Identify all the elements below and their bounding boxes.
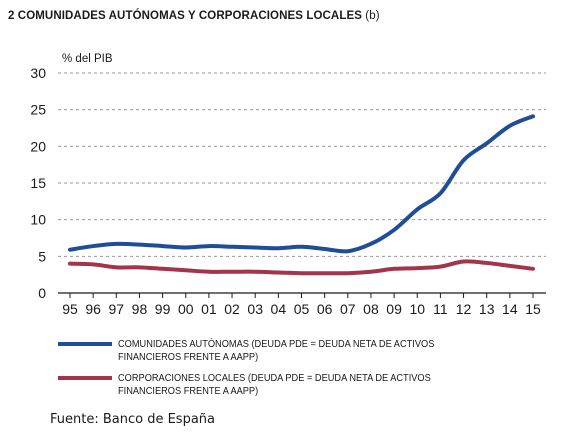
x-tick-label: 04 — [271, 301, 287, 317]
source-note: Fuente: Banco de España — [50, 412, 216, 427]
x-tick-label: 03 — [247, 301, 263, 317]
y-tick-label: 0 — [38, 285, 46, 301]
legend-item-comunidades: COMUNIDADES AUTÓNOMAS (DEUDA PDE = DEUDA… — [58, 338, 478, 364]
legend-swatch-corporaciones — [58, 376, 112, 380]
y-tick-label: 20 — [30, 138, 46, 154]
x-tick-label: 00 — [178, 301, 194, 317]
x-tick-label: 98 — [132, 301, 148, 317]
x-tick-label: 11 — [433, 301, 448, 317]
y-tick-label: 5 — [38, 248, 46, 264]
x-tick-label: 05 — [294, 301, 310, 317]
y-tick-label: 15 — [30, 175, 46, 191]
x-tick-label: 97 — [109, 301, 125, 317]
legend-item-corporaciones: CORPORACIONES LOCALES (DEUDA PDE = DEUDA… — [58, 372, 478, 398]
y-tick-label: 10 — [30, 212, 46, 228]
x-tick-label: 95 — [62, 301, 78, 317]
x-tick-label: 06 — [317, 301, 333, 317]
x-tick-label: 96 — [85, 301, 101, 317]
series-line-comunidades — [68, 114, 535, 254]
chart-title-text: 2 COMUNIDADES AUTÓNOMAS Y CORPORACIONES … — [8, 10, 362, 22]
y-tick-label: 25 — [30, 102, 46, 118]
x-tick-label: 07 — [340, 301, 356, 317]
x-tick-label: 01 — [201, 301, 217, 317]
y-tick-label: 30 — [30, 65, 46, 81]
x-tick-label: 02 — [224, 301, 240, 317]
x-tick-label: 99 — [155, 301, 171, 317]
legend-label-comunidades: COMUNIDADES AUTÓNOMAS (DEUDA PDE = DEUDA… — [118, 338, 435, 363]
x-tick-label: 08 — [363, 301, 379, 317]
legend-swatch-comunidades — [58, 342, 112, 346]
x-tick-label: 10 — [409, 301, 425, 317]
x-tick-label: 09 — [386, 301, 402, 317]
x-tick-label: 14 — [502, 301, 518, 317]
x-tick-label: 12 — [456, 301, 472, 317]
x-tick-label: 15 — [525, 301, 541, 317]
chart-title-suffix: (b) — [365, 10, 380, 22]
chart-title: 2 COMUNIDADES AUTÓNOMAS Y CORPORACIONES … — [8, 10, 380, 22]
y-axis-label: % del PIB — [62, 53, 113, 65]
x-tick-label: 13 — [479, 301, 495, 317]
series-line-corporaciones — [68, 259, 535, 276]
legend-label-corporaciones: CORPORACIONES LOCALES (DEUDA PDE = DEUDA… — [118, 372, 431, 397]
